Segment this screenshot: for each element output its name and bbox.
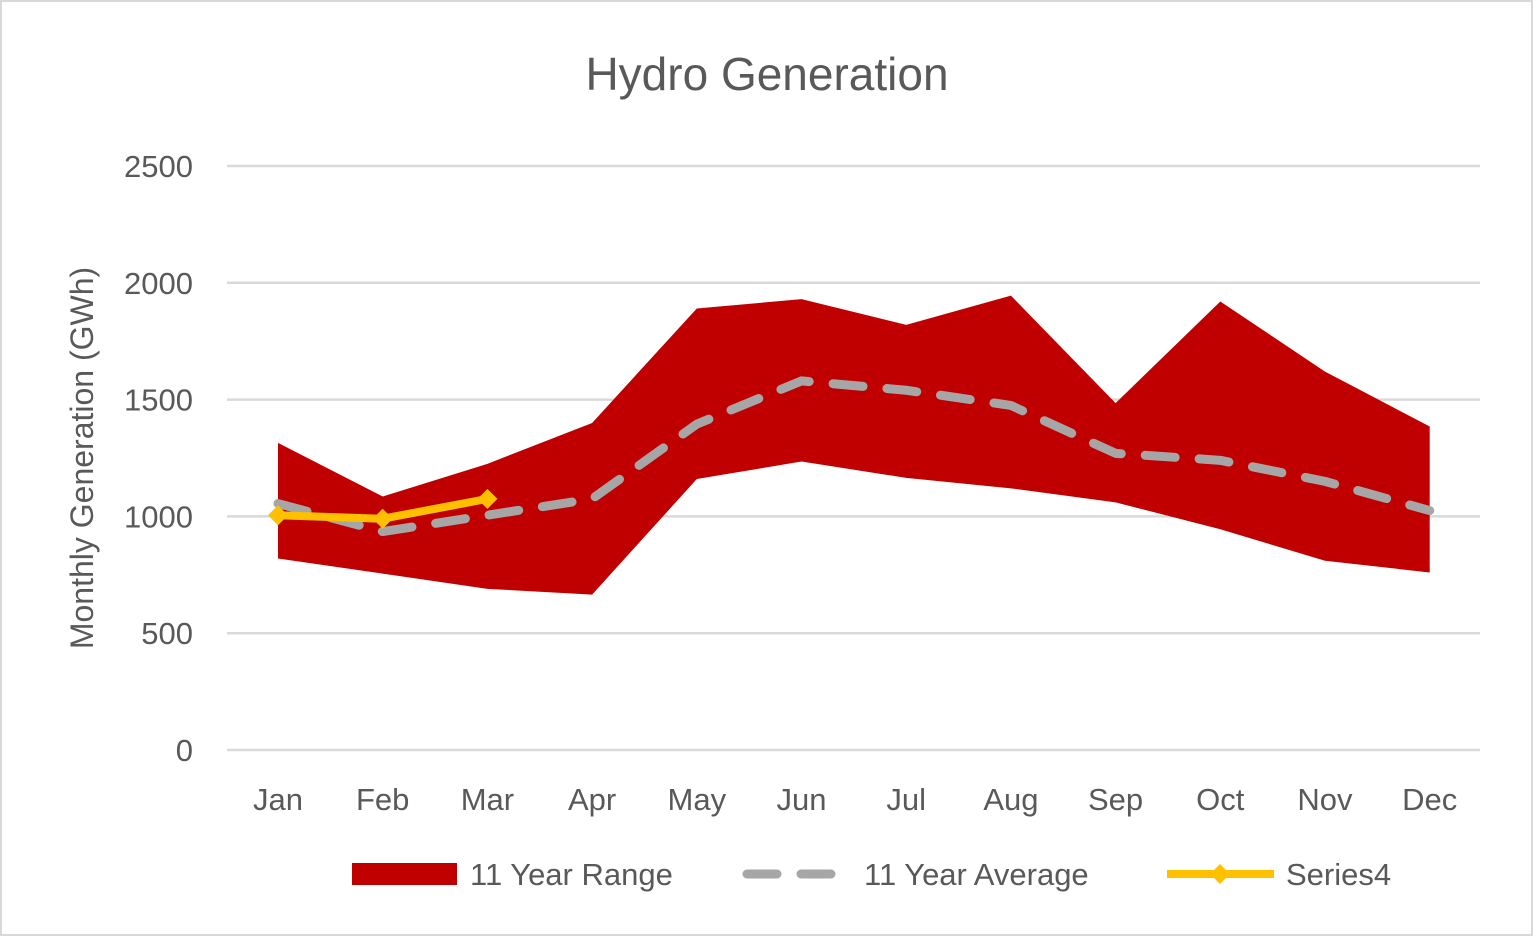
x-tick-label: Nov xyxy=(1297,782,1353,817)
y-tick-label: 2500 xyxy=(124,149,193,184)
y-tick-labels: 0 500 1000 1500 2000 2500 xyxy=(124,149,193,768)
legend-marker-series4 xyxy=(1210,864,1230,884)
series4-point xyxy=(268,505,288,526)
legend-label-range: 11 Year Range xyxy=(470,857,673,892)
x-tick-label: Feb xyxy=(356,782,409,817)
y-tick-label: 2000 xyxy=(124,266,193,301)
x-tick-label: May xyxy=(668,782,727,817)
legend-swatch-range xyxy=(352,863,457,885)
y-tick-label: 0 xyxy=(176,733,193,768)
series4-point xyxy=(477,488,498,509)
x-tick-label: Aug xyxy=(983,782,1038,817)
x-tick-labels: Jan Feb Mar Apr May Jun Jul Aug Sep Oct Nov Dec xyxy=(253,782,1457,817)
series4-point xyxy=(372,508,393,529)
x-tick-label: Jun xyxy=(777,782,827,817)
y-tick-label: 1500 xyxy=(124,383,193,418)
legend-label-average: 11 Year Average xyxy=(864,857,1089,892)
average-line xyxy=(273,376,1435,537)
y-tick-label: 1000 xyxy=(124,499,193,534)
plot-area xyxy=(268,295,1435,595)
chart-title: Hydro Generation xyxy=(585,48,948,100)
x-tick-label: Sep xyxy=(1088,782,1143,817)
x-tick-label: Apr xyxy=(568,782,616,817)
x-tick-label: Jul xyxy=(886,782,926,817)
range-area xyxy=(278,295,1430,595)
y-tick-label: 500 xyxy=(141,616,193,651)
legend: 11 Year Range 11 Year Average Series4 xyxy=(352,857,1391,892)
x-tick-label: Dec xyxy=(1402,782,1457,817)
x-tick-label: Oct xyxy=(1196,782,1245,817)
x-tick-label: Jan xyxy=(253,782,303,817)
y-axis-title: Monthly Generation (GWh) xyxy=(64,267,100,649)
legend-label-series4: Series4 xyxy=(1286,857,1391,892)
x-tick-label: Mar xyxy=(461,782,514,817)
